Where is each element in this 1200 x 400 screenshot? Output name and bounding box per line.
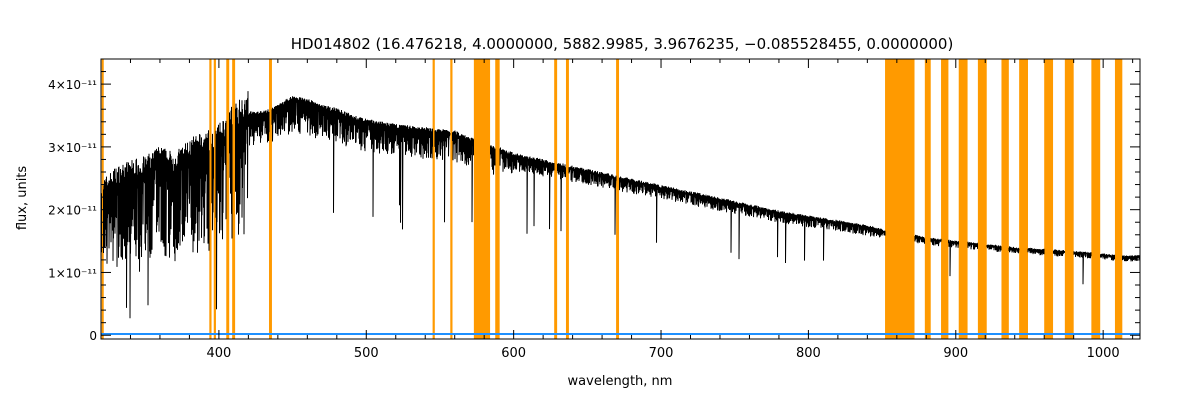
masked-region xyxy=(1019,59,1028,339)
y-tick-label: 2×10⁻¹¹ xyxy=(48,204,97,218)
y-axis-label: flux, units xyxy=(15,166,30,231)
masked-region xyxy=(924,59,931,339)
x-tick-label: 600 xyxy=(501,346,526,361)
x-tick-label: 500 xyxy=(354,346,379,361)
x-tick-label: 1000 xyxy=(1087,346,1120,361)
masked-region xyxy=(213,59,216,339)
masked-region xyxy=(269,59,272,339)
masked-regions xyxy=(101,59,1123,339)
x-tick-label: 800 xyxy=(796,346,821,361)
masked-region xyxy=(1064,59,1074,339)
masked-region xyxy=(432,59,435,339)
masked-region xyxy=(1091,59,1101,339)
x-tick-label: 900 xyxy=(943,346,968,361)
masked-region xyxy=(101,59,104,339)
masked-region xyxy=(885,59,915,339)
masked-region xyxy=(958,59,968,339)
axis-ticks: 400 500 600 700 800 900 1000 0 1×10⁻¹¹ 2×10⁻¹¹ 3×1… xyxy=(48,58,1140,361)
masked-region xyxy=(554,59,558,339)
masked-region xyxy=(941,59,949,339)
masked-region xyxy=(226,59,230,339)
masked-region xyxy=(450,59,453,339)
chart-title: HD014802 (16.476218, 4.0000000, 5882.998… xyxy=(291,35,954,53)
masked-region xyxy=(209,59,212,339)
masked-region xyxy=(495,59,500,339)
x-axis-label: wavelength, nm xyxy=(568,374,673,389)
y-tick-label: 1×10⁻¹¹ xyxy=(48,266,97,280)
masked-region xyxy=(473,59,491,339)
masked-region xyxy=(977,59,987,339)
plot-frame xyxy=(100,58,1141,340)
y-tick-label: 3×10⁻¹¹ xyxy=(48,141,97,155)
masked-region xyxy=(565,59,569,339)
y-tick-label: 0 xyxy=(89,329,97,343)
y-tick-label: 4×10⁻¹¹ xyxy=(48,78,97,92)
masked-region xyxy=(616,59,620,339)
x-tick-label: 700 xyxy=(649,346,674,361)
masked-region xyxy=(1001,59,1009,339)
masked-region xyxy=(1044,59,1054,339)
masked-region xyxy=(232,59,236,339)
masked-region xyxy=(1114,59,1123,339)
x-tick-label: 400 xyxy=(206,346,231,361)
